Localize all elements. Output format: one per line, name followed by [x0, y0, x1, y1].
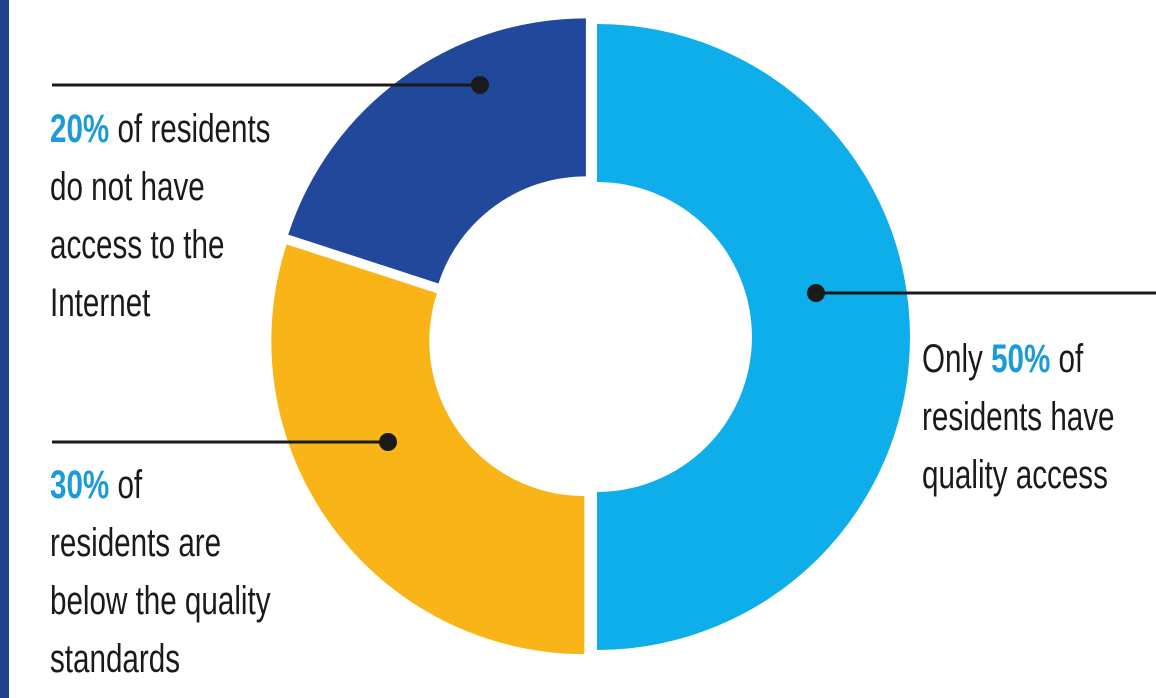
label-below-quality: 30% of residents are below the quality s…: [50, 456, 270, 688]
label-no-internet-line-4: Internet: [50, 281, 151, 325]
label-quality-line-1: of: [1050, 337, 1084, 381]
label-no-internet-pct: 20%: [50, 107, 110, 151]
leader-dot-internet: [471, 76, 489, 94]
label-below-quality-pct: 30%: [50, 463, 110, 507]
left-border: [0, 0, 9, 698]
label-quality-line-3: quality access: [922, 453, 1108, 497]
slice-no-internet: [288, 18, 586, 284]
label-below-quality-line-2: residents are: [50, 521, 222, 565]
slice-quality-access: [597, 24, 910, 650]
label-no-internet-line-3: access to the: [50, 223, 225, 267]
label-quality-prefix: Only: [922, 337, 992, 381]
label-no-internet-line-2: do not have: [50, 165, 205, 209]
leader-dot-below: [379, 433, 397, 451]
label-quality-line-2: residents have: [922, 395, 1115, 439]
leader-dot-quality: [807, 284, 825, 302]
label-quality-access: Only 50% of residents have quality acces…: [922, 330, 1115, 504]
label-below-quality-line-1: of: [109, 463, 143, 507]
slice-below-quality: [271, 244, 585, 655]
label-below-quality-line-4: standards: [50, 637, 180, 681]
label-no-internet-access: 20% of residents do not have access to t…: [50, 100, 270, 332]
label-no-internet-line-1: of residents: [109, 107, 271, 151]
label-quality-pct: 50%: [991, 337, 1051, 381]
label-below-quality-line-3: below the quality: [50, 579, 271, 623]
